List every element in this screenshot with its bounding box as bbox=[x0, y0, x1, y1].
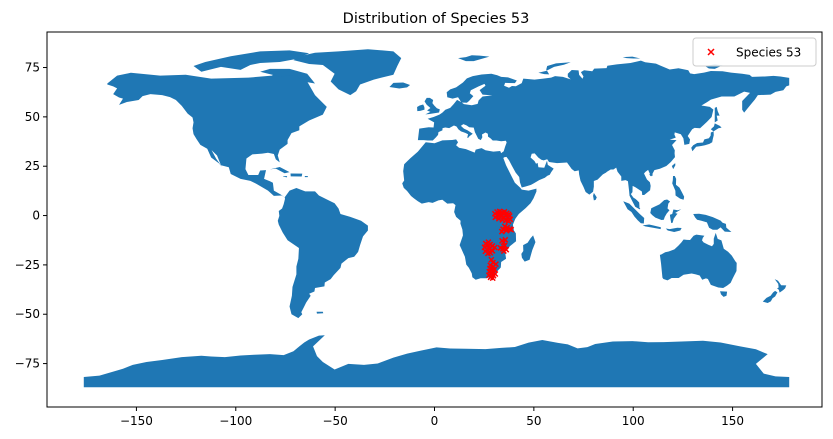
x-tick-label: 150 bbox=[721, 414, 744, 428]
land-antarctica bbox=[83, 335, 790, 388]
land-falklands bbox=[316, 311, 324, 314]
species-53-points bbox=[481, 208, 515, 282]
land-australia bbox=[659, 232, 737, 297]
land-new-guinea bbox=[693, 213, 732, 233]
land-arctic-islands bbox=[458, 55, 723, 75]
land-japan bbox=[691, 123, 722, 152]
species-53-point bbox=[489, 247, 496, 254]
species-53-point bbox=[498, 228, 505, 235]
x-tick-label: −100 bbox=[219, 414, 252, 428]
x-tick-label: 100 bbox=[622, 414, 645, 428]
species-53-point bbox=[491, 210, 498, 217]
y-tick-label: 0 bbox=[32, 209, 40, 223]
species-53-point bbox=[497, 210, 504, 218]
x-tick-label: 0 bbox=[431, 414, 439, 428]
x-axis-ticks: −150 −100 −50 0 50 100 150 bbox=[120, 407, 744, 428]
species-53-point bbox=[508, 226, 515, 233]
species-53-point bbox=[501, 242, 508, 249]
plot-area: −150 −100 −50 0 50 100 150 −75 −50 −25 0 25 50 75 bbox=[15, 31, 823, 428]
land-indonesia bbox=[623, 175, 685, 233]
y-axis-ticks: −75 −50 −25 0 25 50 75 bbox=[15, 61, 47, 371]
land-iceland bbox=[389, 82, 411, 89]
y-tick-label: 75 bbox=[25, 61, 40, 75]
land-british-isles bbox=[417, 97, 440, 115]
land-sakhalin bbox=[714, 106, 720, 123]
x-tick-label: −150 bbox=[120, 414, 153, 428]
land-greenland bbox=[293, 49, 402, 96]
species-53-point bbox=[507, 216, 514, 223]
species-53-point bbox=[485, 239, 492, 246]
x-tick-label: −50 bbox=[322, 414, 347, 428]
chart-title: Distribution of Species 53 bbox=[343, 11, 530, 27]
land-new-zealand bbox=[762, 279, 787, 303]
legend-marker-icon bbox=[707, 48, 715, 56]
land-north-america bbox=[107, 69, 327, 198]
legend-box bbox=[692, 37, 817, 67]
y-tick-label: −75 bbox=[15, 357, 40, 371]
y-tick-label: −50 bbox=[15, 307, 40, 321]
land-madagascar bbox=[521, 235, 536, 262]
land-eurasia bbox=[417, 60, 790, 210]
species-53-point bbox=[500, 248, 507, 255]
species-53-point bbox=[492, 270, 499, 278]
species-53-point bbox=[491, 244, 498, 251]
y-tick-label: −25 bbox=[15, 258, 40, 272]
species-53-point bbox=[492, 261, 499, 268]
x-tick-label: 50 bbox=[526, 414, 541, 428]
legend: Species 53 bbox=[692, 37, 817, 67]
land-south-america bbox=[277, 188, 368, 319]
species-53-point bbox=[489, 275, 496, 282]
land-caribbean bbox=[269, 167, 308, 178]
land-canadian-arctic bbox=[193, 50, 316, 84]
y-tick-label: 50 bbox=[25, 110, 40, 124]
species-53-point bbox=[503, 227, 510, 234]
species-53-point bbox=[499, 237, 506, 244]
y-tick-label: 25 bbox=[25, 159, 40, 173]
legend-label-species-53: Species 53 bbox=[736, 46, 801, 60]
